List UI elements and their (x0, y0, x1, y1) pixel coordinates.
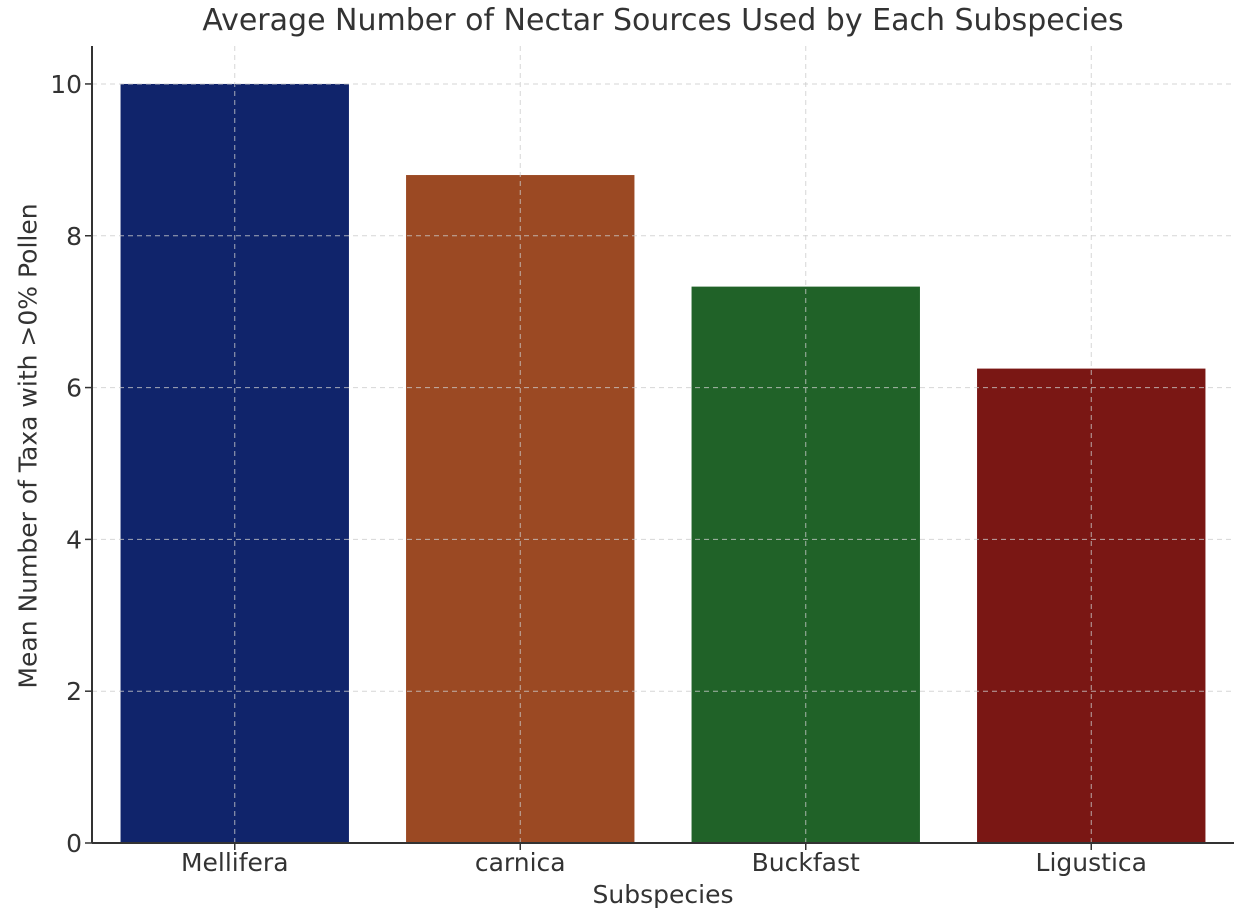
y-tick-label: 0 (66, 829, 82, 858)
x-tick-label: Mellifera (181, 848, 289, 877)
x-tick-label: carnica (475, 848, 566, 877)
x-tick-label: Buckfast (752, 848, 860, 877)
y-tick-label: 8 (66, 222, 82, 251)
y-tick-label: 4 (66, 525, 82, 554)
y-tick-label: 2 (66, 677, 82, 706)
y-tick-label: 6 (66, 374, 82, 403)
x-tick-label: Ligustica (1036, 848, 1147, 877)
y-tick-label: 10 (50, 70, 82, 99)
chart-title: Average Number of Nectar Sources Used by… (202, 3, 1124, 38)
x-axis-label: Subspecies (592, 880, 734, 909)
